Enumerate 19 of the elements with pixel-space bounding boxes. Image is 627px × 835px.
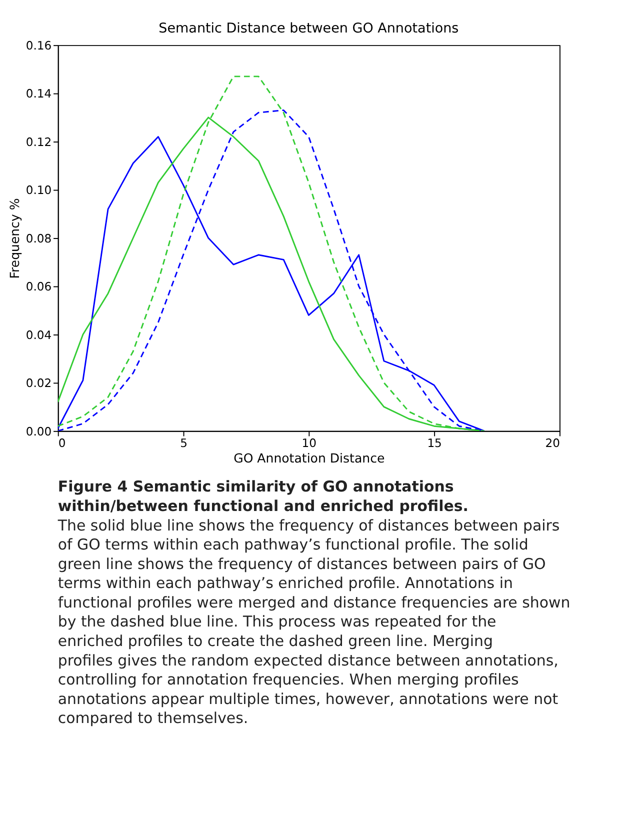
chart-title: Semantic Distance between GO Annotations xyxy=(158,20,459,37)
y-tick-label: 0.06 xyxy=(26,280,52,294)
y-axis-title: Frequency % xyxy=(7,198,22,279)
x-tick-label: 20 xyxy=(545,436,560,450)
y-tick-label: 0.10 xyxy=(26,183,52,198)
y-tick-label: 0.12 xyxy=(26,134,52,149)
y-tick-label: 0.14 xyxy=(26,86,52,101)
caption: Figure 4 Semantic similarity of GO annotations within/between functional and enriched profiles. xyxy=(58,478,468,515)
x-tick-label: 15 xyxy=(427,436,442,450)
y-tick-label: 0.16 xyxy=(26,38,52,52)
x-axis-title: GO Annotation Distance xyxy=(234,450,385,466)
y-tick-label: 0.04 xyxy=(26,328,52,342)
y-tick-label: 0.02 xyxy=(26,376,52,390)
x-tick-label: 5 xyxy=(180,436,188,450)
y-tick-label: 0.00 xyxy=(26,424,52,438)
text: The solid blue line shows the frequency of distances between pairs of GO terms within each pathway’s functional profile. The solid green line shows the frequency of distances between pairs of GO terms within each pathway’s enriched profile. Annotations in functional profiles were merged and distance frequencies are shown by the dashed blue line. This process was repeated for the enriched profiles to create the dashed green line. Merging profiles gives the random expected distance between annotations, controlling for annotation frequencies. When merging profiles annotations appear multiple times, however, annotations were not compared to themselves. xyxy=(58,516,570,728)
y-tick-label: 0.08 xyxy=(26,231,52,246)
x-tick-label: 0 xyxy=(58,436,66,450)
x-tick-label: 10 xyxy=(302,436,317,450)
